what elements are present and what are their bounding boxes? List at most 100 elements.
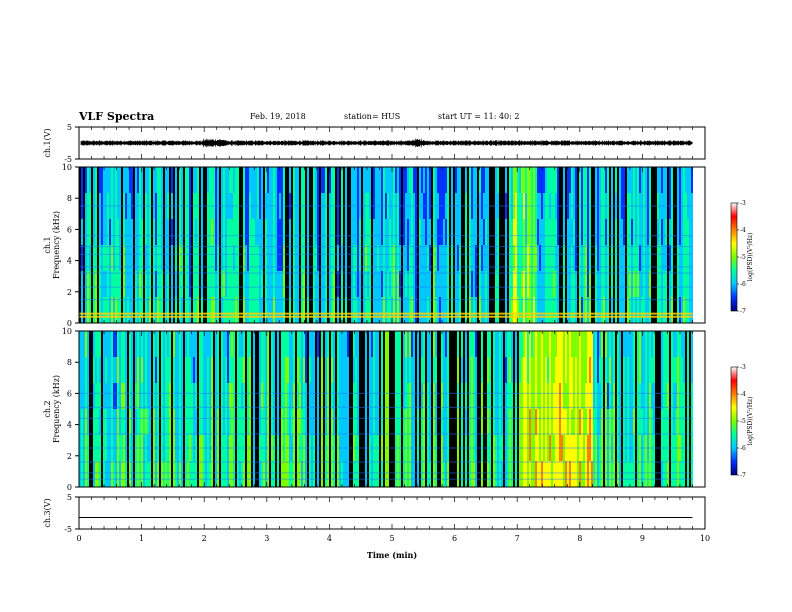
dark-column: [379, 331, 381, 487]
spectrogram-cell: [615, 297, 617, 324]
spectrogram-cell: [539, 383, 541, 410]
spectrogram-cell: [365, 331, 367, 358]
spectrogram-cell: [631, 461, 633, 488]
spectrogram-cell: [409, 167, 411, 194]
spectrogram-cell: [231, 409, 233, 436]
spectrogram-cell: [117, 461, 119, 488]
dark-column: [593, 167, 595, 323]
spectrogram-cell: [229, 245, 231, 272]
spectrogram-cell: [525, 331, 527, 358]
spectrogram-cell: [441, 245, 443, 272]
spectrogram-cell: [261, 383, 263, 410]
spectrogram-cell: [547, 383, 549, 410]
spectrogram-cell: [429, 271, 431, 298]
spectrogram-cell: [411, 331, 413, 358]
spectrogram-cell: [351, 167, 353, 194]
spectrogram-cell: [575, 331, 577, 358]
spectrogram-cell: [637, 435, 639, 462]
spectrogram-cell: [209, 357, 211, 384]
spectrogram-cell: [123, 245, 125, 272]
spectrogram-cell: [329, 271, 331, 298]
spectrogram-cell: [551, 435, 553, 462]
spectrogram-cell: [561, 435, 563, 462]
spectrogram-cell: [665, 461, 667, 488]
spectrogram-cell: [391, 193, 393, 220]
spectrogram-cell: [397, 245, 399, 272]
spectrogram-cell: [125, 409, 127, 436]
spectrogram-cell: [411, 383, 413, 410]
spectrogram-cell: [411, 435, 413, 462]
colorbar-tick-label: -3: [740, 200, 746, 207]
spectrogram-cell: [179, 297, 181, 324]
spectrogram-cell: [555, 193, 557, 220]
spectrogram-cell: [429, 331, 431, 358]
spectrogram-cell: [281, 383, 283, 410]
spectrogram-cell: [101, 297, 103, 324]
spectrogram-cell: [161, 357, 163, 384]
spectrogram-cell: [667, 409, 669, 436]
spectrogram-cell: [271, 219, 273, 246]
spectrogram-cell: [597, 357, 599, 384]
spectrogram-cell: [537, 409, 539, 436]
spectrogram-cell: [447, 245, 449, 272]
spectrogram-cell: [281, 357, 283, 384]
spectrogram-cell: [407, 167, 409, 194]
spectrogram-cell: [671, 297, 673, 324]
spectrogram-cell: [89, 167, 91, 194]
spectrogram-cell: [117, 297, 119, 324]
spectrogram-cell: [597, 383, 599, 410]
spectrogram-cell: [559, 435, 561, 462]
spectrogram-cell: [579, 409, 581, 436]
spectrogram-cell: [585, 383, 587, 410]
spectrogram-cell: [243, 357, 245, 384]
spectrogram-cell: [333, 167, 335, 194]
spectrogram-cell: [399, 357, 401, 384]
spectrogram-cell: [469, 331, 471, 358]
spectrogram-cell: [149, 271, 151, 298]
spectrogram-cell: [103, 219, 105, 246]
spectrogram-cell: [553, 383, 555, 410]
dark-column: [255, 331, 257, 487]
spectrogram-cell: [365, 193, 367, 220]
spectrogram-cell: [405, 297, 407, 324]
spectrogram-cell: [211, 219, 213, 246]
spectrogram-cell: [129, 167, 131, 194]
spectrogram-cell: [321, 193, 323, 220]
spectrogram-cell: [535, 435, 537, 462]
spectrogram-cell: [685, 219, 687, 246]
spectrogram-cell: [179, 461, 181, 488]
spectrogram-cell: [563, 357, 565, 384]
spectrogram-cell: [135, 331, 137, 358]
spectrogram-cell: [229, 271, 231, 298]
spectrogram-cell: [161, 167, 163, 194]
spectrogram-cell: [185, 461, 187, 488]
spectrogram-cell: [81, 167, 83, 194]
spectrogram-cell: [141, 357, 143, 384]
spectrogram-cell: [259, 461, 261, 488]
spectrogram-cell: [261, 167, 263, 194]
spectrogram-cell: [117, 357, 119, 384]
spectrogram-cell: [565, 461, 567, 488]
spectrogram-cell: [565, 435, 567, 462]
x-tick-label: 7: [515, 534, 520, 543]
spectrogram-cell: [643, 245, 645, 272]
spectrogram-cell: [243, 271, 245, 298]
spectrogram-cell: [179, 219, 181, 246]
dark-column: [615, 331, 617, 487]
spectrogram-cell: [137, 193, 139, 220]
spectrogram-cell: [163, 383, 165, 410]
spectrogram-cell: [611, 383, 613, 410]
spectrogram-cell: [639, 357, 641, 384]
spectrogram-cell: [495, 331, 497, 358]
spectrogram-cell: [395, 331, 397, 358]
spectrogram-cell: [607, 245, 609, 272]
spectrogram-cell: [193, 461, 195, 488]
spectrogram-cell: [525, 383, 527, 410]
interference-band: [79, 315, 693, 318]
spectrogram-cell: [339, 409, 341, 436]
spectrogram-cell: [391, 167, 393, 194]
spectrogram-cell: [291, 357, 293, 384]
spectrogram-cell: [567, 219, 569, 246]
spectrogram-cell: [325, 245, 327, 272]
spectrogram-cell: [289, 461, 291, 488]
